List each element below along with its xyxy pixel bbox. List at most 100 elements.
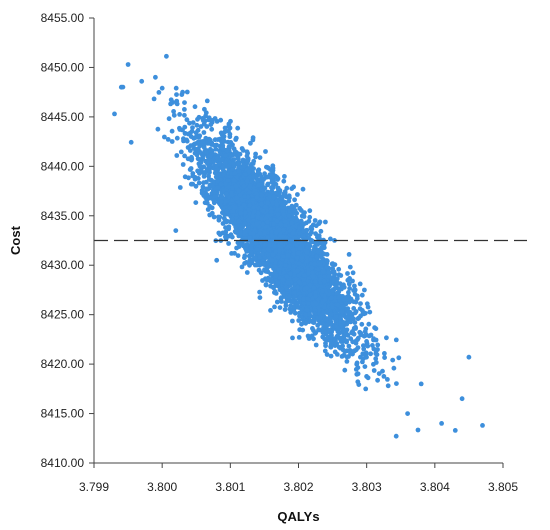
data-point (168, 101, 174, 107)
data-point (311, 314, 316, 319)
data-point (236, 188, 242, 194)
data-point (189, 156, 195, 162)
data-point (345, 277, 351, 283)
data-point (306, 270, 311, 276)
data-point (344, 338, 349, 344)
data-point (393, 433, 399, 439)
data-point (230, 209, 236, 214)
data-point (347, 310, 353, 316)
data-point (261, 261, 267, 267)
data-point (236, 161, 241, 167)
data-point (355, 371, 361, 377)
data-point (322, 305, 327, 310)
data-point (177, 127, 183, 132)
data-point (321, 328, 327, 334)
data-point (198, 124, 204, 129)
data-point (259, 201, 264, 207)
data-point (333, 341, 338, 347)
data-point (277, 248, 282, 254)
data-point (220, 210, 225, 216)
data-point (156, 90, 162, 95)
data-point (242, 261, 248, 266)
data-point (177, 185, 183, 190)
data-point (283, 300, 289, 306)
data-point (277, 188, 283, 193)
data-point (307, 214, 313, 220)
data-point (300, 327, 306, 333)
data-point (338, 273, 344, 278)
data-point (262, 242, 268, 248)
data-point (282, 307, 288, 312)
data-point (229, 217, 235, 222)
data-point (289, 203, 295, 209)
data-point (187, 148, 193, 153)
data-point (313, 301, 319, 307)
data-point (247, 253, 252, 259)
data-point (311, 285, 317, 290)
data-point (254, 262, 260, 268)
data-point (299, 255, 305, 261)
data-point (247, 261, 253, 267)
data-point (164, 53, 169, 59)
data-point (362, 364, 368, 369)
data-point (209, 183, 215, 189)
data-point (250, 135, 256, 141)
data-point (166, 116, 172, 122)
data-point (332, 349, 338, 355)
data-point (320, 288, 325, 294)
data-point (291, 294, 297, 300)
data-point (321, 251, 327, 257)
data-point (200, 118, 206, 123)
data-point (245, 217, 251, 223)
data-point (302, 273, 307, 278)
data-point (243, 172, 248, 177)
data-point (272, 304, 277, 310)
data-point (246, 169, 252, 175)
data-point (289, 258, 295, 264)
data-point (303, 320, 309, 326)
data-point (223, 153, 229, 158)
data-point (359, 292, 365, 298)
data-point (371, 336, 376, 341)
data-point (366, 321, 372, 327)
data-point (254, 221, 260, 227)
data-point (244, 153, 250, 159)
data-point (220, 163, 226, 169)
data-point (313, 293, 318, 299)
data-point (288, 238, 293, 243)
data-point (373, 360, 379, 365)
data-point (197, 143, 203, 149)
data-point (280, 277, 286, 283)
data-point (283, 262, 288, 268)
data-point (238, 225, 244, 231)
data-point (338, 315, 343, 321)
data-point (344, 348, 350, 354)
data-point (365, 375, 371, 381)
data-point (209, 118, 215, 123)
data-point (351, 348, 357, 354)
data-point (348, 336, 354, 342)
data-point (330, 304, 335, 310)
data-point (274, 299, 280, 305)
data-point (171, 112, 177, 118)
data-point (357, 306, 363, 312)
data-point (251, 158, 257, 164)
data-point (230, 185, 235, 191)
data-point (228, 153, 234, 159)
data-point (296, 261, 302, 266)
data-point (202, 106, 207, 112)
data-point (339, 309, 345, 314)
data-point (241, 183, 247, 189)
data-point (155, 126, 161, 132)
data-point (292, 197, 297, 203)
data-point (151, 96, 157, 102)
data-point (297, 310, 302, 316)
data-point (332, 324, 337, 329)
data-point (306, 218, 312, 224)
data-point (238, 229, 243, 235)
data-point (225, 163, 231, 169)
data-point (201, 164, 207, 170)
data-point (385, 377, 390, 382)
data-point (340, 304, 346, 309)
data-point (285, 244, 291, 250)
